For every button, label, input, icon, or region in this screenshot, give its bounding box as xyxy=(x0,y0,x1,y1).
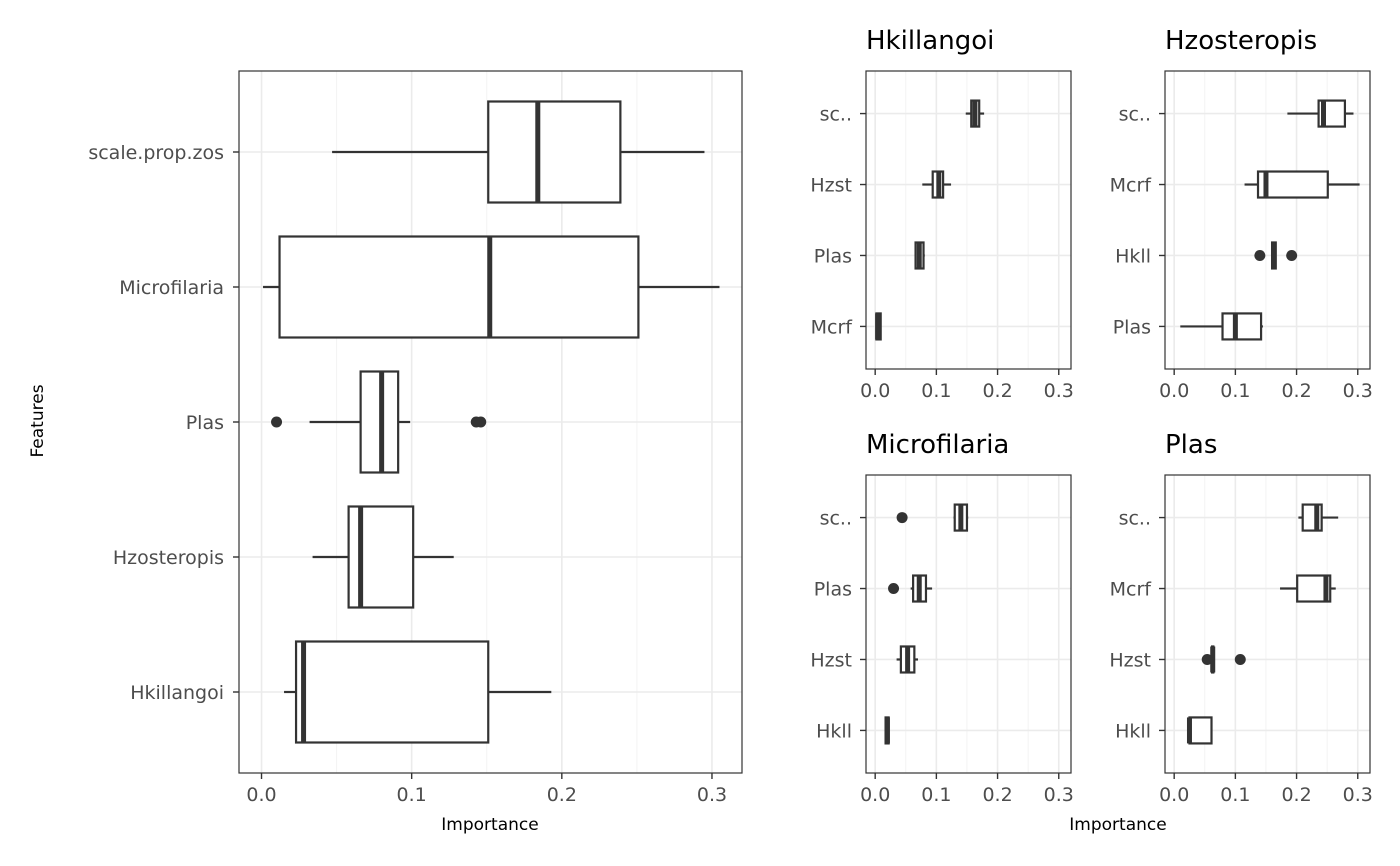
y-tick-label: Hzst xyxy=(1109,649,1151,671)
x-tick-label: 0.1 xyxy=(921,784,951,806)
box-sc xyxy=(965,99,985,128)
x-tick-label: 0.1 xyxy=(397,784,427,806)
hkillangoi-boxplot-panel: sc.. Hzst Plas Mcrf 0.0 0.1 0.2 0.3 Hkillangoi xyxy=(810,26,1073,402)
x-tick-label: 0.3 xyxy=(1343,380,1373,402)
y-tick-label: Plas xyxy=(814,245,852,267)
x-tick-label: 0.1 xyxy=(1220,380,1250,402)
panel-title: Hzosteropis xyxy=(1165,26,1317,56)
interquartile-box xyxy=(1221,312,1263,341)
x-tick-label: 0.3 xyxy=(1044,380,1074,402)
plas-boxplot-panel: sc.. Mcrf Hzst Hkll 0.0 0.1 0.2 0.3 Plas xyxy=(1109,430,1372,806)
x-tick-label: 0.0 xyxy=(1159,380,1189,402)
microfilaria-boxplot-panel: sc.. Plas Hzst Hkll 0.0 0.1 0.2 0.3 Microfilaria xyxy=(810,430,1073,806)
box-sc xyxy=(1298,503,1339,532)
outlier-point xyxy=(888,583,900,595)
interquartile-box xyxy=(294,640,490,744)
panel-border xyxy=(865,474,1072,774)
y-tick-label: Hkll xyxy=(816,720,852,742)
panel-title: Microfilaria xyxy=(866,430,1009,460)
x-tick-label: 0.0 xyxy=(1159,784,1189,806)
box-scale-prop-zos xyxy=(332,100,705,204)
box-hkll xyxy=(1186,716,1213,745)
y-tick-label: scale.prop.zos xyxy=(88,142,224,164)
panel-title: Plas xyxy=(1165,430,1217,460)
box-hzst xyxy=(896,645,919,674)
y-tick-label: Mcrf xyxy=(1110,175,1153,197)
interquartile-box xyxy=(278,235,640,339)
y-tick-label: Plas xyxy=(186,412,224,434)
outlier-point xyxy=(896,512,908,524)
x-tick-label: 0.2 xyxy=(1281,784,1311,806)
y-tick-label: Hzst xyxy=(810,175,852,197)
box-microfilaria xyxy=(263,235,720,339)
y-tick-label: Plas xyxy=(814,579,852,601)
y-tick-label: Hzst xyxy=(810,649,852,671)
box-plas xyxy=(888,574,933,603)
box-mcrf xyxy=(875,312,882,341)
y-tick-label: Mcrf xyxy=(1110,579,1153,601)
outlier-point xyxy=(475,416,487,428)
x-tick-label: 0.2 xyxy=(982,380,1012,402)
y-tick-label: Microfilaria xyxy=(119,277,224,299)
interquartile-box xyxy=(1256,170,1329,199)
x-tick-label: 0.3 xyxy=(1343,784,1373,806)
y-tick-label: sc.. xyxy=(1119,508,1151,530)
interquartile-box xyxy=(487,100,622,204)
y-tick-label: sc.. xyxy=(820,508,852,530)
x-tick-label: 0.1 xyxy=(1220,784,1250,806)
box-plas xyxy=(1180,312,1263,341)
box-mcrf xyxy=(1244,170,1360,199)
outlier-point xyxy=(1254,249,1266,261)
x-tick-label: 0.3 xyxy=(697,784,727,806)
box-hkll xyxy=(1254,241,1298,270)
box-plas xyxy=(271,370,487,474)
panel-title: Hkillangoi xyxy=(866,26,994,56)
y-tick-label: Hkll xyxy=(1115,245,1151,267)
outlier-point xyxy=(1234,653,1246,665)
y-tick-label: sc.. xyxy=(1119,104,1151,126)
box-hkillangoi xyxy=(284,640,552,744)
box-hzosteropis xyxy=(312,505,454,609)
box-hzst xyxy=(1201,645,1246,674)
main-y-axis-title: Features xyxy=(28,384,48,457)
box-sc xyxy=(896,503,969,532)
box-hzst xyxy=(922,170,952,199)
panel-border xyxy=(865,70,1072,370)
panel-border xyxy=(1164,474,1371,774)
y-tick-label: Hkll xyxy=(1115,720,1151,742)
x-tick-label: 0.0 xyxy=(860,784,890,806)
outlier-point xyxy=(1286,249,1298,261)
x-tick-label: 0.2 xyxy=(1281,380,1311,402)
main-boxplot-panel: scale.prop.zos Microfilaria Plas Hzosteropi… xyxy=(88,70,743,806)
y-tick-label: Mcrf xyxy=(811,316,854,338)
y-tick-label: Plas xyxy=(1113,316,1151,338)
hzosteropis-boxplot-panel: sc.. Mcrf Hkll Plas 0.0 0.1 0.2 0.3 Hzosteropis xyxy=(1110,26,1373,402)
y-tick-label: Hzosteropis xyxy=(113,547,224,569)
x-tick-label: 0.2 xyxy=(982,784,1012,806)
x-tick-label: 0.0 xyxy=(860,380,890,402)
x-tick-label: 0.3 xyxy=(1044,784,1074,806)
y-tick-label: sc.. xyxy=(820,104,852,126)
x-tick-label: 0.1 xyxy=(921,380,951,402)
panel-border xyxy=(1164,70,1371,370)
box-hkll xyxy=(884,716,890,745)
outlier-point xyxy=(271,416,283,428)
box-plas xyxy=(914,241,925,270)
x-tick-label: 0.2 xyxy=(547,784,577,806)
outlier-point xyxy=(1201,653,1213,665)
y-tick-label: Hkillangoi xyxy=(130,682,224,704)
box-mcrf xyxy=(1280,574,1336,603)
interquartile-box xyxy=(1188,716,1213,745)
shared-x-axis-title: Importance xyxy=(1069,815,1166,835)
x-tick-label: 0.0 xyxy=(246,784,276,806)
box-sc xyxy=(1287,99,1354,128)
main-x-axis-title: Importance xyxy=(441,815,538,835)
